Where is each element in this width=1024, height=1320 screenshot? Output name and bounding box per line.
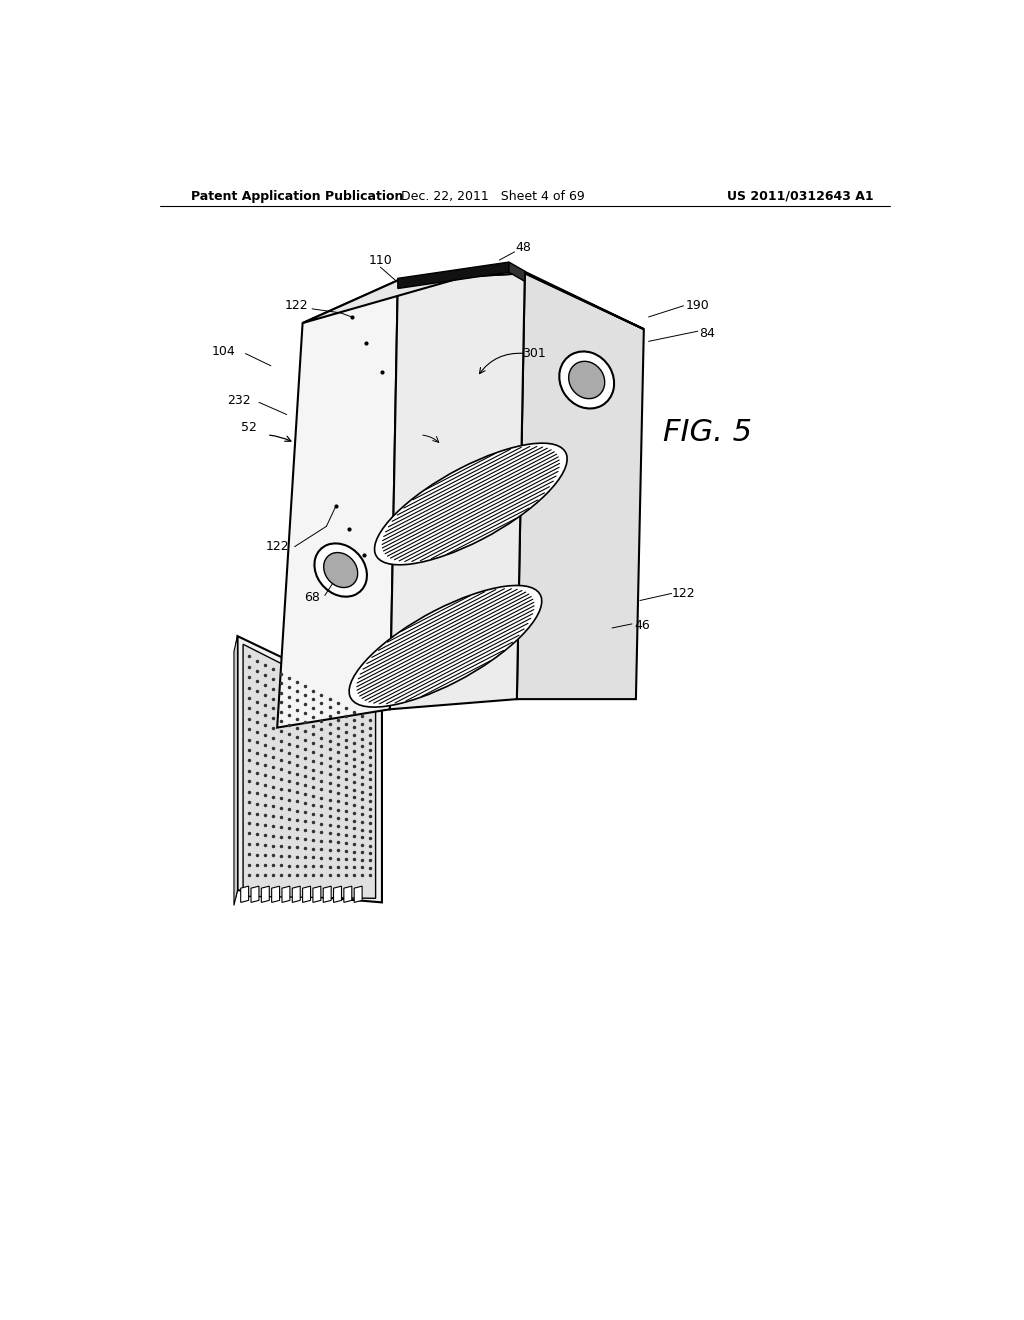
- Ellipse shape: [324, 553, 357, 587]
- Polygon shape: [303, 886, 310, 903]
- Polygon shape: [282, 886, 290, 903]
- Polygon shape: [271, 886, 280, 903]
- Text: 122: 122: [285, 300, 308, 313]
- Ellipse shape: [349, 586, 542, 708]
- Polygon shape: [236, 636, 238, 899]
- Text: Dec. 22, 2011   Sheet 4 of 69: Dec. 22, 2011 Sheet 4 of 69: [401, 190, 585, 202]
- Text: 122: 122: [265, 540, 289, 553]
- Text: 46: 46: [635, 619, 650, 632]
- Text: 84: 84: [699, 327, 716, 339]
- Text: 52: 52: [241, 421, 257, 434]
- Polygon shape: [233, 636, 238, 906]
- Polygon shape: [303, 264, 509, 323]
- Polygon shape: [261, 886, 269, 903]
- Text: 68: 68: [304, 591, 321, 605]
- Polygon shape: [243, 644, 376, 899]
- Text: 232: 232: [227, 393, 251, 407]
- Polygon shape: [251, 886, 259, 903]
- Polygon shape: [241, 886, 249, 903]
- Text: 110: 110: [369, 253, 392, 267]
- Polygon shape: [344, 886, 352, 903]
- Ellipse shape: [375, 444, 567, 565]
- Text: 104: 104: [211, 345, 236, 358]
- Polygon shape: [334, 886, 341, 903]
- Ellipse shape: [314, 544, 367, 597]
- Polygon shape: [278, 280, 397, 727]
- Text: 301: 301: [522, 347, 546, 360]
- Polygon shape: [324, 886, 331, 903]
- Text: 76: 76: [399, 424, 416, 437]
- Polygon shape: [397, 263, 509, 289]
- Polygon shape: [354, 886, 362, 903]
- Polygon shape: [313, 886, 321, 903]
- Text: 190: 190: [686, 300, 710, 313]
- Polygon shape: [390, 273, 524, 709]
- Text: FIG. 5: FIG. 5: [663, 418, 752, 447]
- Ellipse shape: [559, 351, 614, 408]
- Polygon shape: [238, 636, 382, 903]
- Polygon shape: [292, 886, 300, 903]
- Ellipse shape: [568, 362, 605, 399]
- Text: US 2011/0312643 A1: US 2011/0312643 A1: [727, 190, 873, 202]
- Text: Patent Application Publication: Patent Application Publication: [191, 190, 403, 202]
- Polygon shape: [509, 263, 524, 281]
- Polygon shape: [397, 264, 644, 329]
- Text: 122: 122: [672, 587, 695, 599]
- Text: 48: 48: [515, 242, 531, 255]
- Polygon shape: [517, 273, 644, 700]
